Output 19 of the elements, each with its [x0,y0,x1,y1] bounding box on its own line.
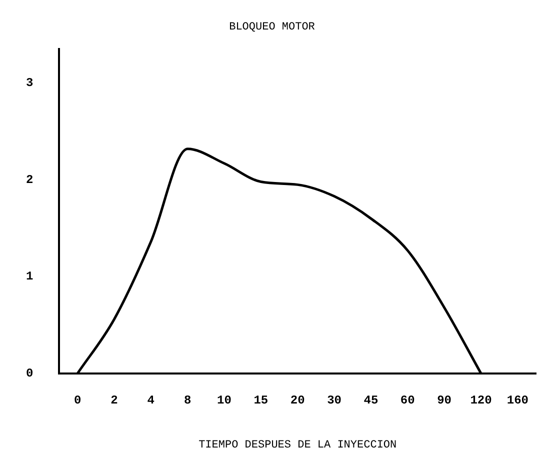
x-tick-label: 20 [290,394,305,408]
x-tick-label: 0 [74,394,82,408]
y-tick-label: 2 [26,172,34,187]
x-tick-label: 4 [147,394,154,408]
x-tick-label: 45 [364,394,378,408]
chart-title: BLOQUEO MOTOR [229,22,316,34]
y-tick-label: 0 [26,366,34,380]
x-tick-label: 2 [110,394,118,408]
x-tick-label: 60 [400,394,415,408]
x-tick-label: 30 [327,394,342,408]
x-axis-title: TIEMPO DESPUES DE LA INYECCION [198,439,397,452]
y-tick-label: 1 [26,270,34,284]
x-tick-label: 10 [217,394,232,408]
x-tick-label: 120 [470,394,492,408]
x-tick-label: 8 [184,394,192,408]
x-tick-label: 15 [254,394,268,408]
x-tick-label: 90 [437,394,452,408]
x-tick-label: 160 [506,394,528,408]
y-tick-label: 3 [26,76,34,90]
